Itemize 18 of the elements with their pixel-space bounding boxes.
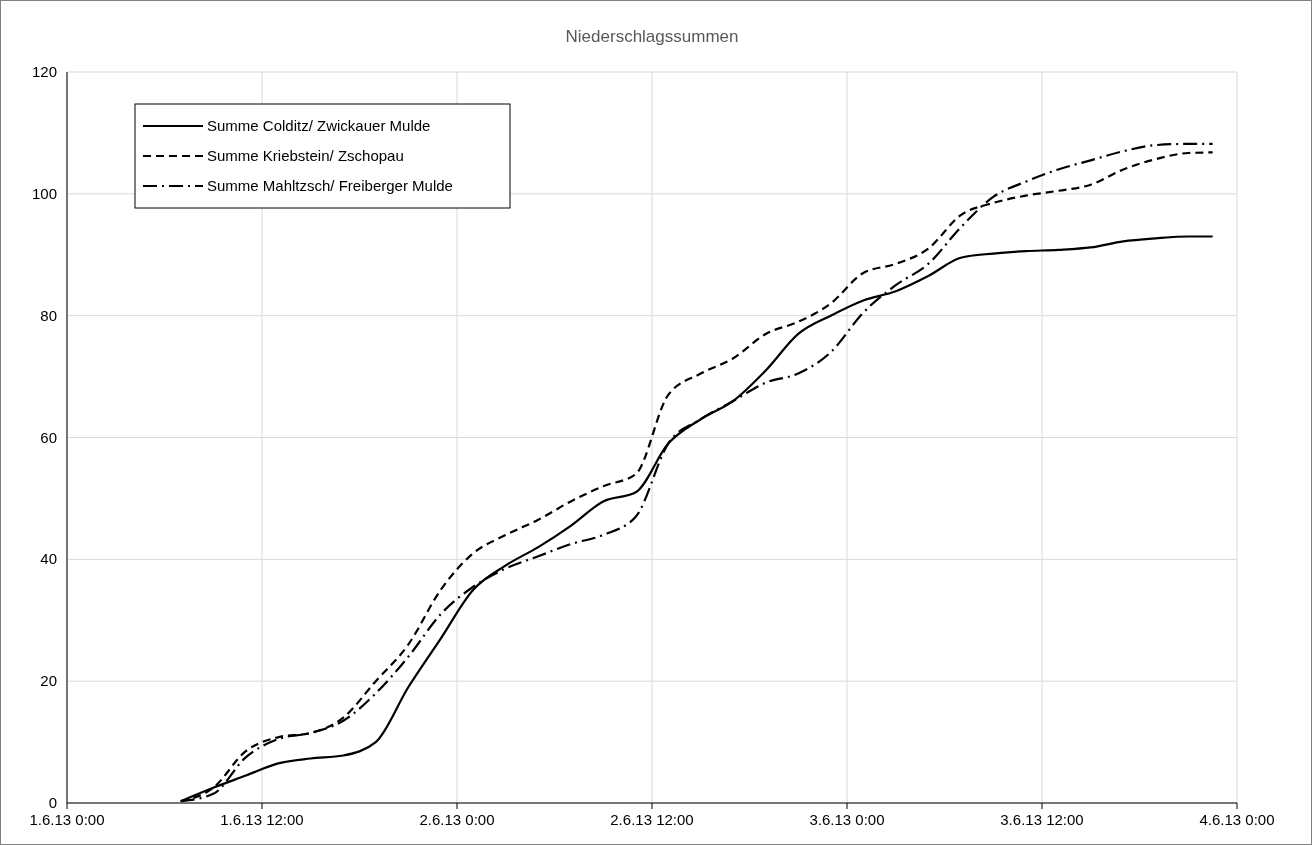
y-tick-label: 0 [48,794,57,811]
x-tick-label: 1.6.13 0:00 [29,811,105,828]
x-tick-label: 3.6.13 0:00 [809,811,885,828]
y-tick-label: 20 [40,672,57,690]
x-tick-label: 4.6.13 0:00 [1199,811,1275,828]
x-tick-label: 2.6.13 12:00 [610,811,694,828]
legend-label: Summe Colditz/ Zwickauer Mulde [207,117,431,134]
y-tick-label: 40 [40,550,57,568]
x-tick-label: 2.6.13 0:00 [419,811,495,828]
y-tick-label: 120 [31,63,57,80]
y-tick-label: 100 [31,184,57,202]
chart-title: Niederschlagssummen [565,27,739,46]
x-tick-label: 1.6.13 12:00 [220,811,304,828]
x-tick-label: 3.6.13 12:00 [1000,811,1084,828]
y-tick-label: 60 [40,428,57,446]
legend-label: Summe Mahltzsch/ Freiberger Mulde [207,177,453,194]
legend-label: Summe Kriebstein/ Zschopau [207,147,404,164]
y-tick-label: 80 [40,306,57,324]
